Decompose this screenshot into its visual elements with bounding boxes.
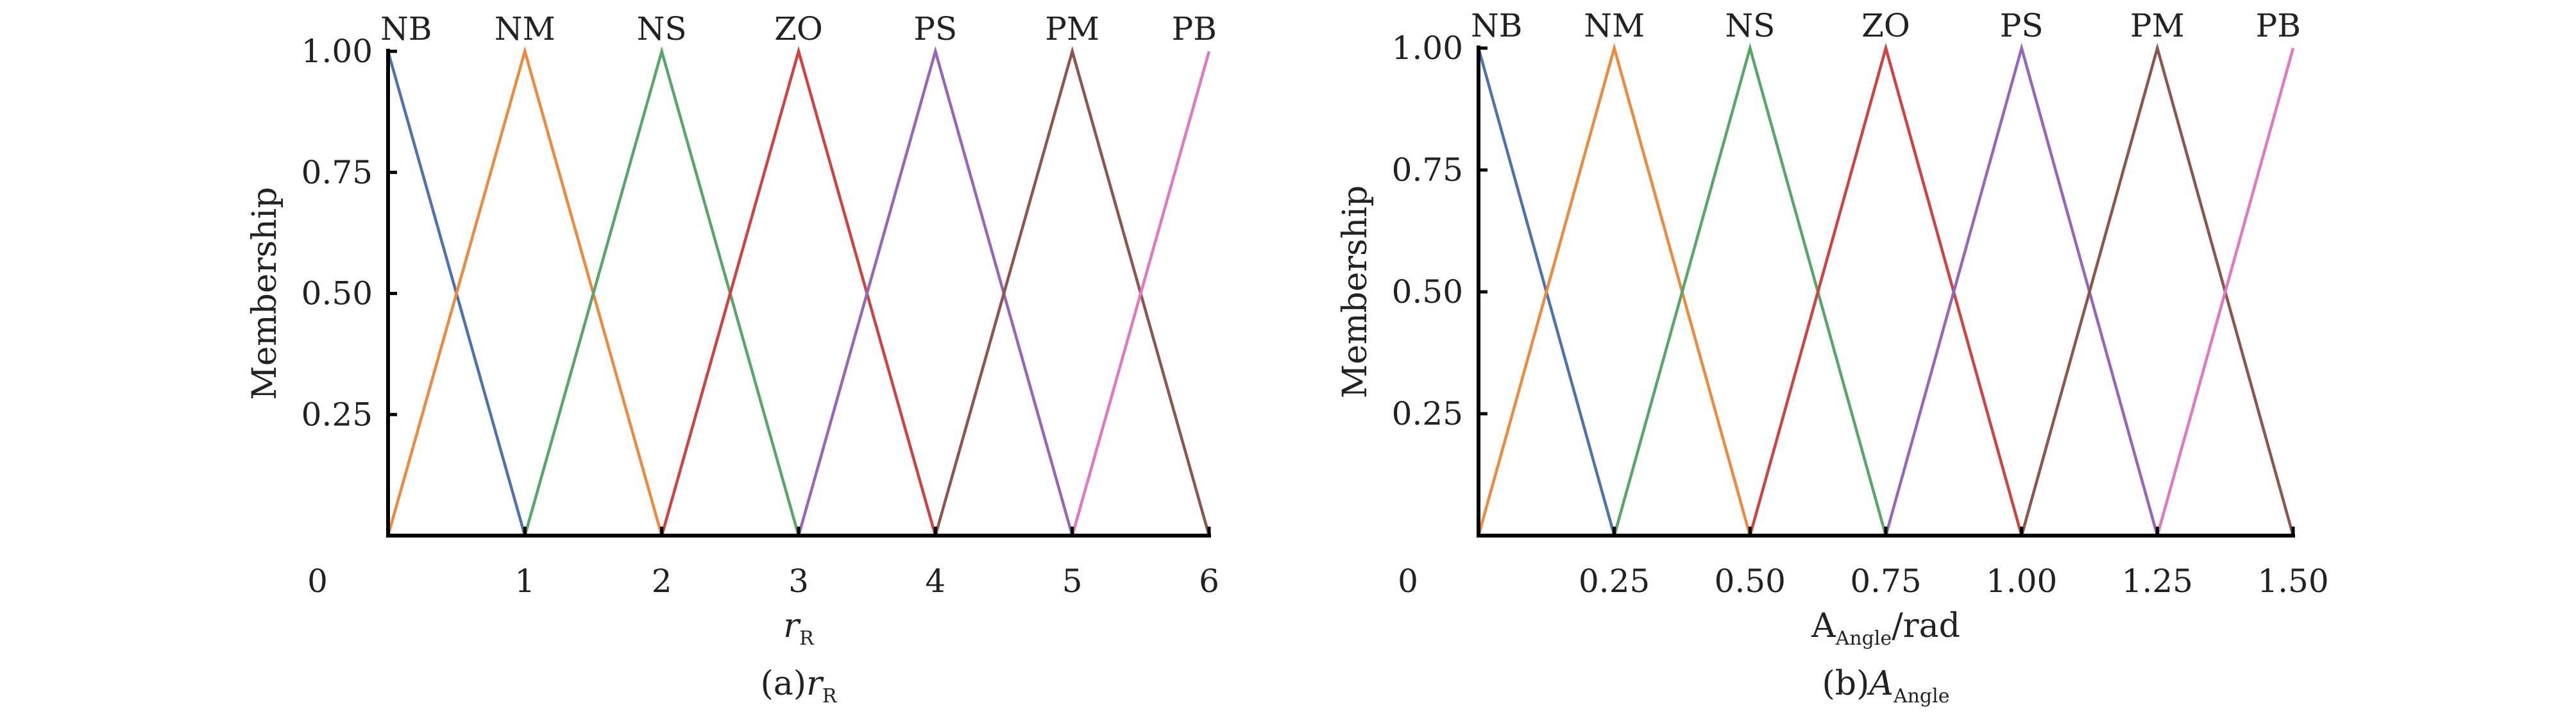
series-label-nb: NB [380,10,432,47]
series-line-pb [2156,47,2295,536]
series-line-ps [797,46,1074,536]
series-line-pm [934,46,1211,536]
series-label-pm: PM [2130,7,2185,44]
y-tick-label: 0.25 [301,396,373,433]
y-tick-label: 0.75 [1392,151,1463,189]
series-line-nm [386,46,663,536]
y-tick-label: 0.50 [301,275,373,312]
x-tick-label: 0 [307,563,328,600]
y-tick-label: 0.75 [301,154,373,191]
series-label-ps: PS [2000,7,2044,44]
x-axis-title: AAngle/rad [1811,607,1960,650]
x-tick-label: 1.25 [2122,563,2193,600]
series-label-nm: NM [1584,7,1645,44]
y-tick-label: 0.25 [1392,395,1463,432]
x-tick-label: 4 [925,563,945,600]
panel-caption: (b)AAngle [1822,665,1950,708]
y-tick-label: 1.00 [1392,30,1463,67]
series-line-ps [1884,42,2159,536]
series-line-ns [523,46,801,536]
x-tick-label: 5 [1062,563,1083,600]
x-tick-label: 0.50 [1715,563,1786,600]
series-label-ns: NS [637,10,687,47]
series-label-ps: PS [913,10,957,47]
series-label-ns: NS [1725,7,1775,44]
series-label-pm: PM [1045,10,1099,47]
panel-caption: (a)rR [760,665,837,708]
series-label-pb: PB [1172,10,1217,47]
y-tick-label: 1.00 [301,33,373,70]
x-tick-label: 1.00 [1986,563,2057,600]
series-line-nm [1477,42,1752,536]
x-tick-label: 0.75 [1850,563,1921,600]
series-line-zo [1749,42,2023,536]
x-tick-label: 2 [652,563,672,600]
x-tick-label: 3 [788,563,809,600]
series-label-zo: ZO [1861,7,1910,44]
series-label-zo: ZO [774,10,823,47]
chart-panel-b: 0 0.25 0.50 0.75 1.00 1.25 1.50 0.25 0.50 0.75 1.0… [1336,7,2329,708]
series-line-pm [2020,42,2295,536]
series-line-pb [1071,51,1211,536]
x-tick-label: 0 [1398,563,1418,600]
series-label-nb: NB [1471,7,1523,44]
y-tick-label: 0.50 [1392,273,1463,310]
series-label-pb: PB [2256,7,2301,44]
x-tick-label: 1 [514,563,535,600]
series-line-ns [1613,42,1888,536]
y-axis-title: Membership [1336,185,1375,398]
x-axis-title: rR [783,607,815,650]
series-line-zo [660,46,937,536]
series-label-nm: NM [495,10,555,47]
x-tick-label: 1.50 [2257,563,2328,600]
y-axis-title: Membership [246,187,284,400]
x-tick-label: 6 [1199,563,1219,600]
x-tick-label: 0.25 [1579,563,1650,600]
